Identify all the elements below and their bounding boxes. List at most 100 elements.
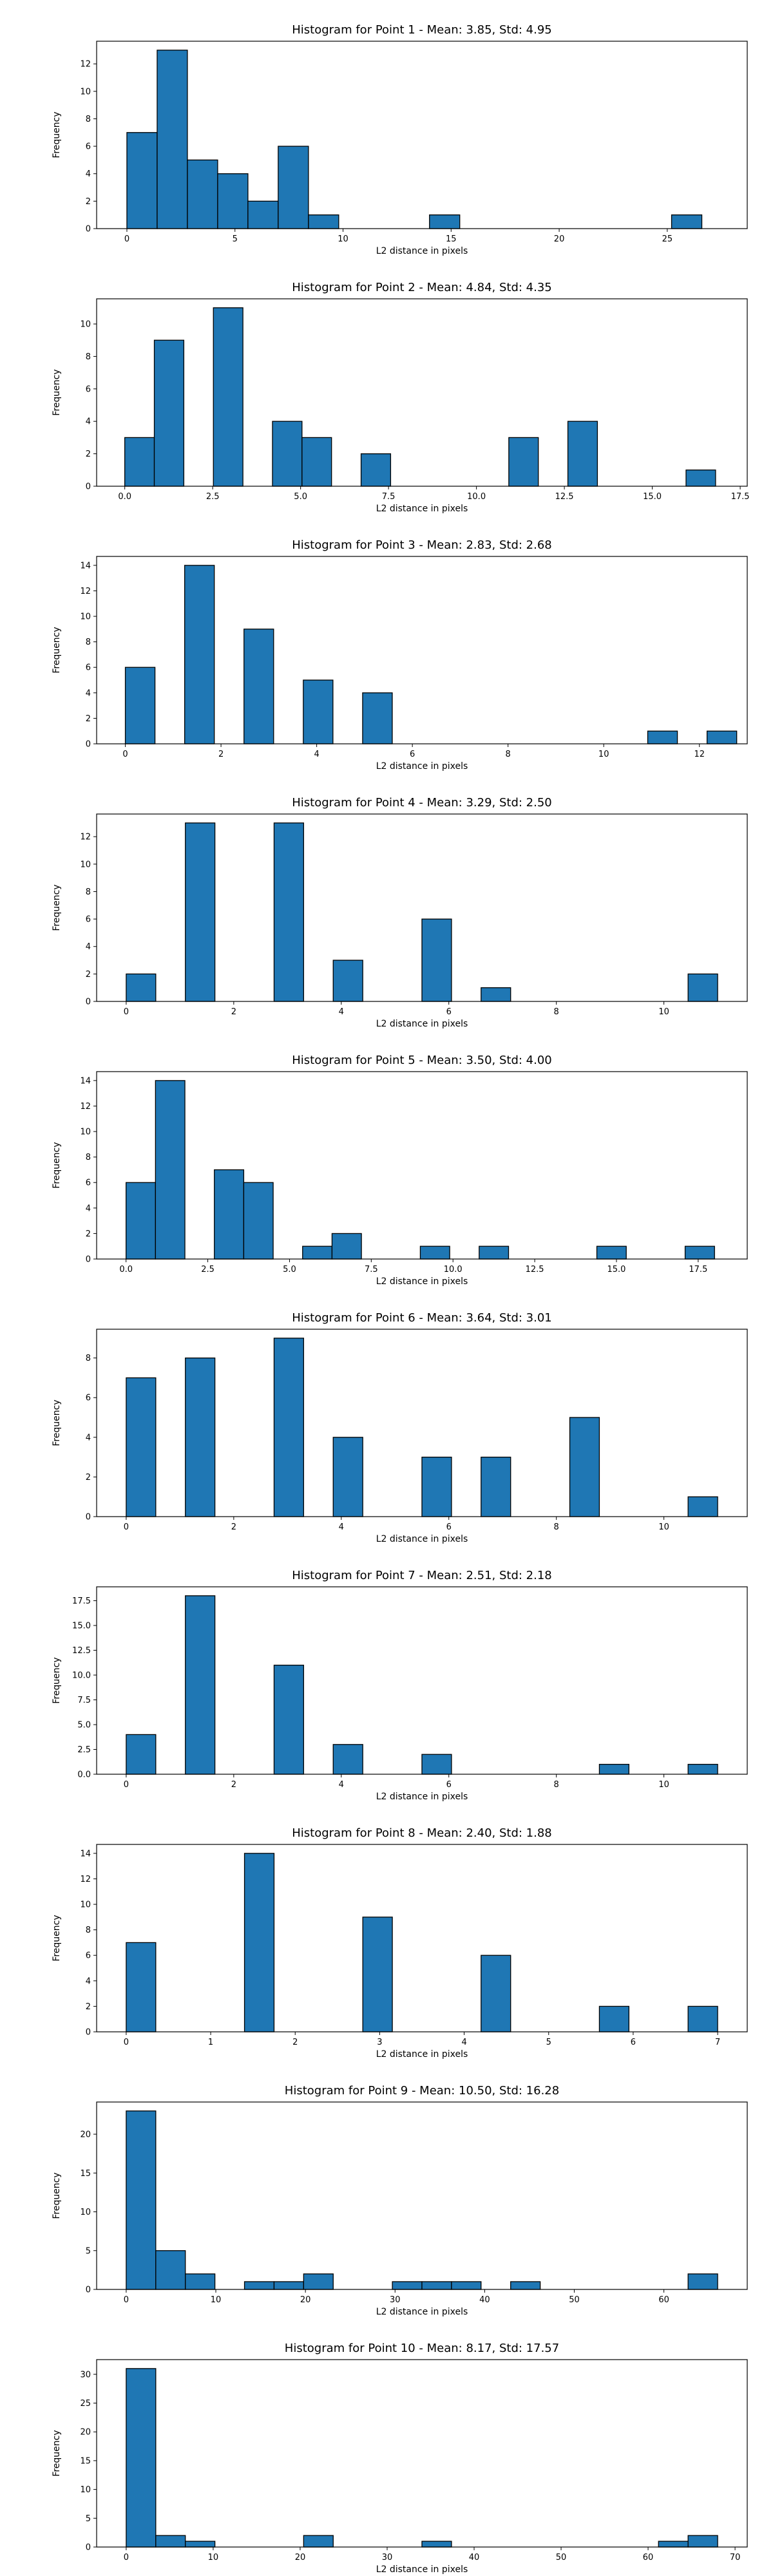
x-tick-label: 10 — [658, 1007, 669, 1017]
histogram-bar — [243, 1853, 275, 2032]
y-tick-label: 0 — [86, 482, 91, 492]
x-tick-label: 0 — [124, 2553, 129, 2562]
y-tick-label: 0 — [86, 998, 91, 1007]
y-axis-label: Frequency — [52, 2172, 62, 2219]
chart-title: Histogram for Point 8 - Mean: 2.40, Std:… — [292, 1826, 552, 1840]
x-tick-label: 30 — [382, 2553, 393, 2562]
histogram-bar — [647, 730, 678, 744]
histogram-bar — [684, 1245, 715, 1260]
x-tick-label: 0 — [124, 1780, 129, 1790]
x-tick-label: 5.0 — [283, 1265, 296, 1274]
histogram-bar — [687, 2273, 718, 2290]
histogram-chart-2: Histogram for Point 2 - Mean: 4.84, Std:… — [52, 281, 750, 514]
chart-title: Histogram for Point 10 - Mean: 8.17, Std… — [285, 2342, 559, 2355]
histogram-bar — [421, 2541, 452, 2548]
x-tick-label: 40 — [469, 2553, 480, 2562]
histogram-bar — [185, 822, 216, 1002]
y-tick-label: 10 — [80, 860, 91, 869]
histogram-bar — [184, 565, 215, 744]
histogram-bar — [332, 1437, 363, 1517]
histogram-bar — [421, 2281, 452, 2290]
x-tick-label: 2.5 — [206, 492, 220, 502]
histogram-chart-10: Histogram for Point 10 - Mean: 8.17, Std… — [52, 2342, 748, 2575]
y-tick-label: 8 — [86, 1153, 91, 1162]
x-axis-label: L2 distance in pixels — [376, 2564, 468, 2575]
y-tick-label: 0 — [86, 740, 91, 750]
histogram-bar — [671, 214, 703, 229]
histogram-bar — [303, 2535, 334, 2548]
histogram-bar — [155, 1080, 186, 1260]
y-tick-label: 12 — [80, 587, 91, 596]
x-axis-label: L2 distance in pixels — [376, 1019, 468, 1029]
histogram-bar — [243, 2281, 275, 2290]
y-tick-label: 4 — [86, 688, 91, 698]
axes-frame — [96, 1844, 748, 2032]
axes-frame — [96, 1071, 748, 1260]
histogram-bar — [126, 2110, 157, 2290]
x-tick-label: 2.5 — [201, 1265, 215, 1274]
y-axis-label: Frequency — [52, 1657, 62, 1703]
histogram-bar — [451, 2281, 482, 2290]
y-tick-label: 6 — [86, 142, 91, 152]
histogram-chart-5: Histogram for Point 5 - Mean: 3.50, Std:… — [52, 1054, 748, 1287]
y-tick-label: 10 — [80, 87, 91, 97]
y-tick-label: 5 — [86, 2514, 91, 2524]
y-tick-label: 4 — [86, 942, 91, 952]
histogram-bar — [362, 1917, 393, 2032]
axes-frame — [96, 556, 748, 744]
axes-frame — [96, 298, 748, 487]
histogram-bar — [124, 667, 156, 744]
y-tick-label: 5.0 — [77, 1721, 91, 1730]
histogram-bar — [421, 918, 452, 1002]
x-tick-label: 8 — [506, 750, 511, 759]
x-tick-label: 10 — [208, 2553, 219, 2562]
x-tick-label: 0 — [124, 1522, 129, 1532]
histogram-bar — [243, 1182, 274, 1260]
histogram-bar — [126, 1377, 157, 1517]
histogram-bar — [247, 200, 279, 229]
x-tick-label: 25 — [662, 234, 673, 244]
x-tick-label: 15.0 — [607, 1265, 626, 1274]
y-tick-label: 6 — [86, 384, 91, 394]
x-tick-label: 12.5 — [555, 492, 574, 502]
y-tick-label: 0.0 — [77, 1770, 91, 1780]
histogram-bar — [362, 692, 393, 744]
histogram-bar — [273, 2281, 305, 2290]
x-tick-label: 2 — [231, 1780, 236, 1790]
y-axis-label: Frequency — [52, 1915, 62, 1961]
y-tick-label: 14 — [80, 561, 91, 571]
y-tick-label: 6 — [86, 1179, 91, 1188]
y-tick-label: 2 — [86, 970, 91, 980]
x-tick-label: 6 — [446, 1780, 452, 1790]
histogram-bar — [687, 1496, 718, 1517]
histogram-bar — [278, 146, 309, 229]
y-tick-label: 2 — [86, 1473, 91, 1482]
histogram-bar — [596, 1245, 627, 1260]
x-tick-label: 12.5 — [526, 1265, 544, 1274]
y-axis-label: Frequency — [52, 1142, 62, 1188]
y-tick-label: 12 — [80, 1875, 91, 1884]
histogram-bar — [419, 1245, 450, 1260]
histogram-bar — [303, 679, 334, 744]
y-tick-label: 2 — [86, 197, 91, 207]
x-tick-label: 7 — [715, 2038, 720, 2047]
x-tick-label: 7.5 — [365, 1265, 378, 1274]
x-tick-label: 30 — [390, 2295, 401, 2305]
histogram-chart-9: Histogram for Point 9 - Mean: 10.50, Std… — [52, 2084, 748, 2317]
histogram-bar — [126, 132, 158, 229]
x-tick-label: 15 — [446, 234, 457, 244]
histogram-bar — [687, 1763, 718, 1775]
x-tick-label: 50 — [556, 2553, 567, 2562]
histogram-bar — [569, 1417, 600, 1517]
x-axis-label: L2 distance in pixels — [376, 2049, 468, 2060]
histogram-bar — [429, 214, 461, 229]
y-axis-label: Frequency — [52, 2430, 62, 2476]
histogram-bar — [303, 2273, 334, 2290]
y-tick-label: 14 — [80, 1849, 91, 1859]
y-tick-label: 10 — [80, 1128, 91, 1137]
x-tick-label: 0 — [122, 750, 128, 759]
histogram-bar — [510, 2281, 541, 2290]
x-tick-label: 6 — [410, 750, 415, 759]
histogram-bar — [301, 437, 332, 487]
chart-title: Histogram for Point 7 - Mean: 2.51, Std:… — [292, 1569, 552, 1582]
